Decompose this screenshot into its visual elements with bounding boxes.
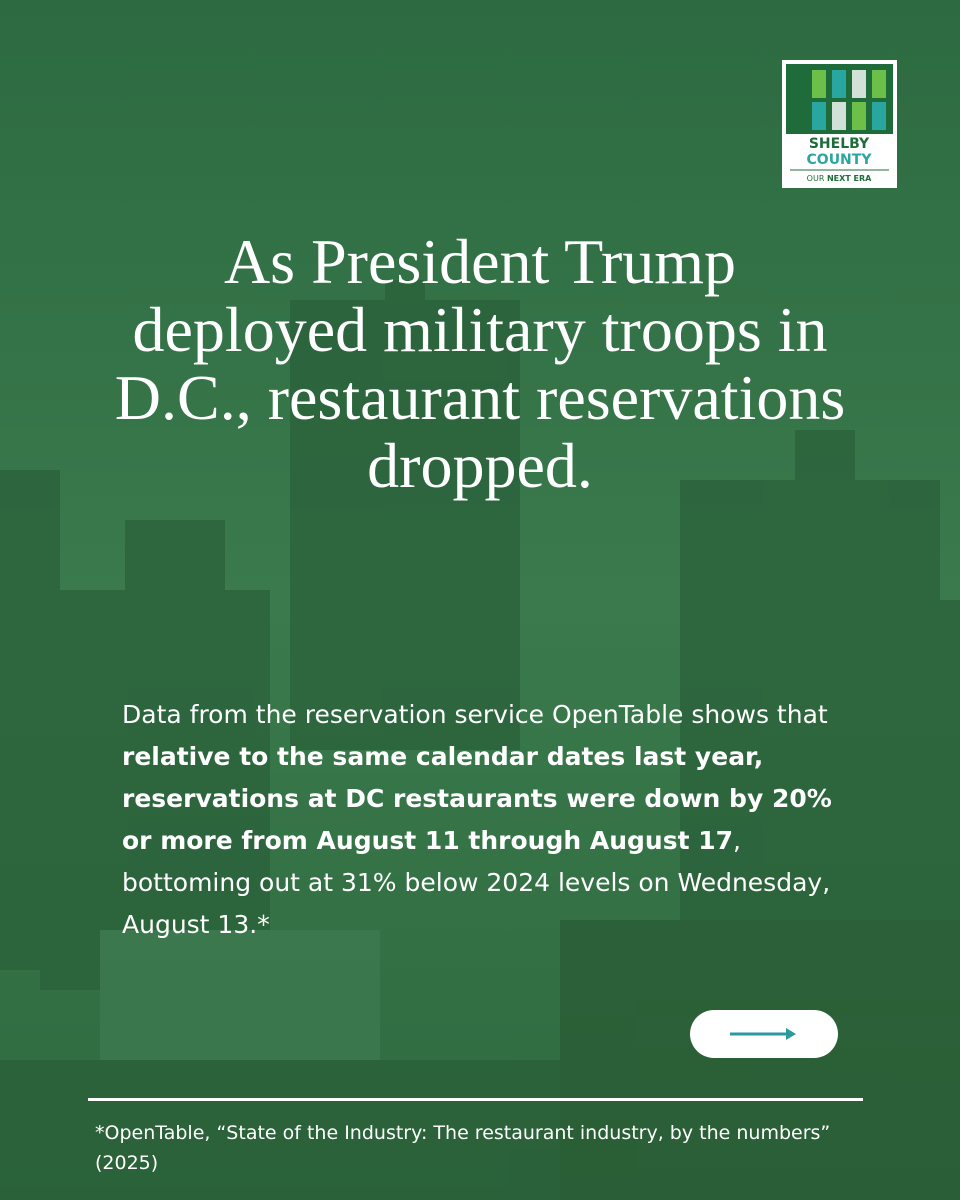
title: As President Trump deployed military tro… xyxy=(114,226,846,501)
body-text: Data from the reservation service OpenTa… xyxy=(122,700,828,729)
logo-graphic: SHELBY COUNTY OUR NEXT ERA xyxy=(786,64,893,183)
logo-tagline-a: OUR xyxy=(807,174,825,183)
logo-line2: COUNTY xyxy=(807,152,873,168)
footnote: *OpenTable, “State of the Industry: The … xyxy=(95,1122,831,1174)
divider xyxy=(88,1098,863,1101)
logo: SHELBY COUNTY OUR NEXT ERA xyxy=(782,60,897,188)
logo-line1: SHELBY xyxy=(809,136,870,152)
body-bold: relative to the same calendar dates last… xyxy=(122,742,832,855)
logo-tagline: OUR NEXT ERA xyxy=(807,174,872,183)
next-button[interactable] xyxy=(690,1010,838,1058)
body: Data from the reservation service OpenTa… xyxy=(122,694,852,946)
body-text: , bottoming out at 31% below 2024 levels… xyxy=(122,826,831,939)
arrow-icon xyxy=(730,1028,796,1040)
logo-tagline-b: NEXT ERA xyxy=(827,174,872,183)
